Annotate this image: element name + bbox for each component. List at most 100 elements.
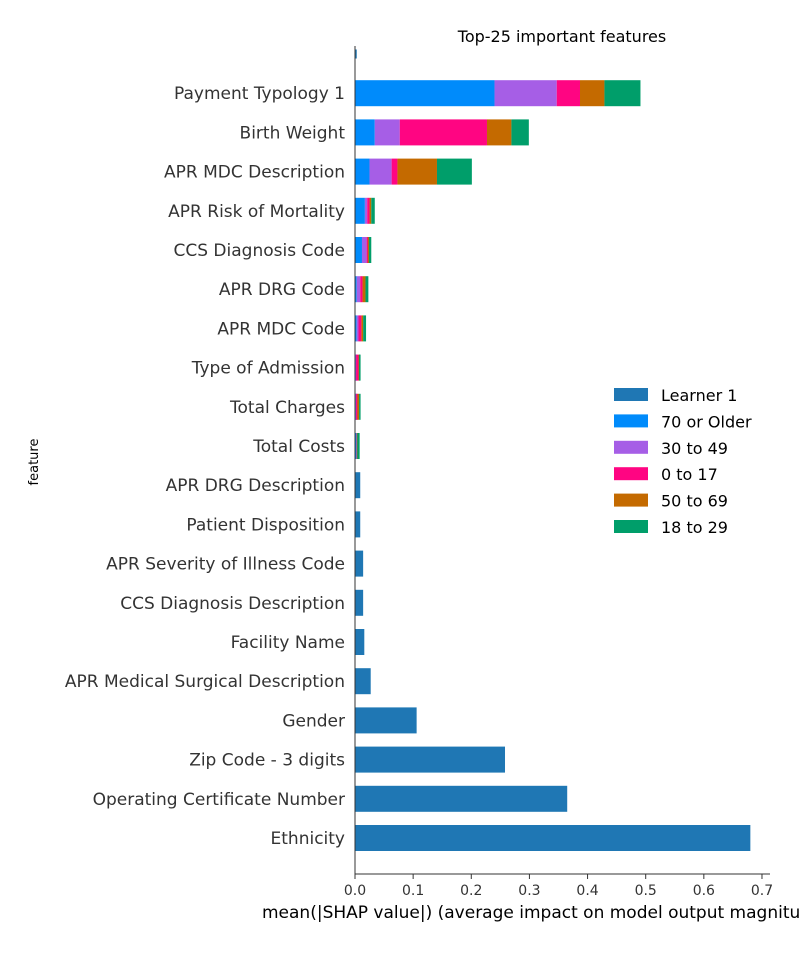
bar-apr-mdc-description-18-to-29 (436, 158, 472, 185)
bar-apr-mdc-code-70-or-older (355, 315, 357, 342)
legend-swatch-18-to-29 (614, 520, 648, 533)
feature-label: APR Medical Surgical Description (65, 672, 345, 692)
feature-label: APR Severity of Illness Code (106, 555, 345, 575)
feature-label: APR DRG Description (166, 476, 345, 496)
bar-apr-mdc-code-18-to-29 (363, 315, 367, 342)
feature-label: Type of Admission (191, 359, 345, 379)
x-tick-label: 0.5 (635, 883, 657, 899)
bar-apr-drg-code-70-or-older (355, 276, 357, 303)
feature-label: Birth Weight (240, 123, 346, 143)
bar-total-charges-0-to-17 (356, 393, 358, 420)
bar-apr-mdc-code-50-to-69 (361, 315, 364, 342)
feature-label: Ethnicity (271, 829, 345, 849)
bar-ccs-diagnosis-code-50-to-69 (367, 237, 370, 263)
bar-ccs-diagnosis-code-0-to-17 (366, 237, 369, 263)
bar-apr-drg-description-learner-1 (355, 472, 361, 499)
bar-apr-mdc-description-0-to-17 (391, 158, 398, 185)
legend-label-30-to-49: 30 to 49 (661, 439, 728, 458)
bar-facility-name-learner-1 (355, 629, 365, 655)
bars-group (355, 49, 751, 851)
legend-label-0-to-17: 0 to 17 (661, 465, 718, 484)
bar-type-of-admission-18-to-29 (359, 354, 361, 381)
bar-payment-typology-1-18-to-29 (604, 80, 641, 107)
bar-birth-weight-50-to-69 (486, 119, 512, 146)
bar-apr-mdc-code-0-to-17 (358, 315, 362, 342)
legend-swatch-50-to-69 (614, 493, 648, 507)
bar-apr-medical-surgical-description-learner-1 (355, 668, 371, 695)
bar-ccs-diagnosis-description-learner-1 (355, 589, 364, 616)
bar-total-charges-50-to-69 (357, 393, 360, 420)
bar-apr-risk-of-mortality-0-to-17 (367, 197, 370, 224)
legend-label-50-to-69: 50 to 69 (661, 492, 728, 511)
legend: Learner 1 70 or Older 30 to 49 0 to 17 50 to… (614, 386, 752, 537)
bar-apr-drg-code-30-to-49 (356, 276, 361, 303)
x-tick-label: 0.2 (460, 883, 482, 899)
legend-label-18-to-29: 18 to 29 (661, 518, 728, 537)
feature-label: APR MDC Description (164, 163, 345, 183)
chart-title: Top-25 important features (457, 27, 666, 46)
bar-apr-mdc-description-50-to-69 (397, 158, 437, 185)
legend-label-learner-1: Learner 1 (661, 386, 737, 405)
bar-apr-drg-code-18-to-29 (365, 276, 369, 303)
bar-gender-learner-1 (355, 707, 417, 734)
feature-label: APR DRG Code (219, 280, 345, 300)
y-axis-title: feature (27, 439, 42, 486)
x-axis: 0.0 0.1 0.2 0.3 0.4 0.5 0.6 0.7 (344, 873, 773, 899)
bar-payment-typology-1-70-or-older (355, 80, 495, 107)
x-tick-label: 0.3 (518, 883, 540, 899)
feature-label: Facility Name (231, 633, 345, 653)
legend-swatch-70-or-older (614, 414, 648, 428)
feature-label: Gender (282, 711, 345, 731)
bar-ccs-diagnosis-code-70-or-older (355, 237, 362, 263)
bar-row-0-learner-1 (355, 49, 357, 59)
x-tick-label: 0.7 (751, 883, 773, 899)
bar-payment-typology-1-30-to-49 (494, 80, 557, 107)
bar-zip-code-3-digits-learner-1 (355, 746, 506, 773)
legend-label-70-or-older: 70 or Older (661, 412, 752, 431)
bar-apr-risk-of-mortality-70-or-older (355, 197, 365, 224)
bar-type-of-admission-0-to-17 (356, 354, 359, 381)
bar-total-charges-18-to-29 (359, 393, 361, 420)
bar-ccs-diagnosis-code-18-to-29 (368, 237, 372, 263)
bar-apr-drg-code-50-to-69 (362, 276, 366, 303)
bar-apr-risk-of-mortality-30-to-49 (364, 197, 368, 224)
bar-birth-weight-30-to-49 (374, 119, 400, 146)
feature-label: Total Costs (252, 437, 345, 457)
bar-payment-typology-1-0-to-17 (556, 80, 581, 107)
feature-label: APR Risk of Mortality (168, 202, 345, 222)
x-tick-label: 0.0 (344, 883, 366, 899)
bar-patient-disposition-learner-1 (355, 511, 361, 538)
bar-apr-mdc-code-30-to-49 (356, 315, 359, 342)
bar-total-costs-18-to-29 (357, 433, 360, 459)
feature-label: Payment Typology 1 (174, 84, 345, 104)
x-tick-label: 0.4 (576, 883, 598, 899)
bar-operating-certificate-number-learner-1 (355, 785, 568, 812)
bar-payment-typology-1-50-to-69 (580, 80, 605, 107)
feature-label: Patient Disposition (186, 515, 345, 535)
x-tick-label: 0.1 (402, 883, 424, 899)
bar-apr-mdc-description-30-to-49 (369, 158, 392, 185)
feature-labels-group: Payment Typology 1 Birth Weight APR MDC De… (65, 84, 345, 849)
bar-birth-weight-70-or-older (355, 119, 375, 146)
feature-label: APR MDC Code (217, 319, 345, 339)
feature-label: CCS Diagnosis Code (174, 241, 346, 261)
bar-apr-drg-code-0-to-17 (360, 276, 363, 303)
bar-total-costs-70-or-older (355, 433, 357, 459)
bar-apr-severity-of-illness-code-learner-1 (355, 550, 364, 577)
x-axis-title: mean(|SHAP value|) (average impact on mo… (262, 903, 800, 923)
legend-swatch-30-to-49 (614, 440, 648, 454)
bar-apr-mdc-description-70-or-older (355, 158, 370, 185)
bar-apr-risk-of-mortality-50-to-69 (369, 197, 372, 224)
bar-birth-weight-0-to-17 (399, 119, 487, 146)
feature-label: Operating Certificate Number (93, 790, 345, 810)
x-tick-label: 0.6 (693, 883, 715, 899)
bar-apr-risk-of-mortality-18-to-29 (371, 197, 375, 224)
bar-ccs-diagnosis-code-30-to-49 (361, 237, 367, 263)
legend-swatch-learner-1 (614, 388, 648, 401)
legend-swatch-0-to-17 (614, 467, 648, 481)
bar-birth-weight-18-to-29 (511, 119, 529, 146)
bar-ethnicity-learner-1 (355, 825, 751, 851)
feature-label: Total Charges (229, 398, 345, 418)
